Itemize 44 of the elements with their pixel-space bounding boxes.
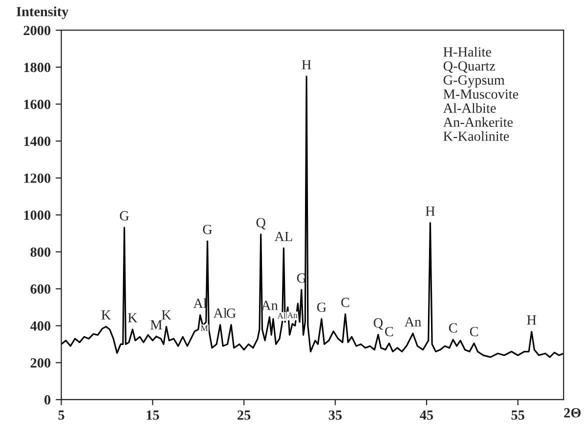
annotation: C bbox=[385, 326, 394, 336]
annotation: G bbox=[317, 302, 326, 312]
annotation: K bbox=[162, 310, 172, 320]
annotation: C bbox=[341, 298, 350, 308]
annotation: G bbox=[120, 211, 129, 220]
y-tick-label: 1800 bbox=[24, 62, 50, 72]
annotation: AL bbox=[274, 232, 292, 242]
x-tick-label: 35 bbox=[328, 410, 342, 420]
annotation: H bbox=[302, 60, 312, 70]
annotation: H-Halite Q-Quartz G-Gypsum M-Muscovite Al-Albite An-Ankerite K-Kaolinite bbox=[443, 46, 518, 141]
annotation: C bbox=[470, 326, 478, 336]
y-tick-label: 1200 bbox=[24, 174, 50, 183]
annotation: Q bbox=[256, 218, 266, 230]
y-tick-label: 1400 bbox=[24, 136, 50, 146]
line-series bbox=[61, 76, 564, 358]
annotation: An bbox=[404, 317, 422, 326]
y-tick-label: 600 bbox=[30, 284, 50, 294]
annotation: An bbox=[287, 312, 298, 318]
annotation: Al bbox=[277, 312, 286, 319]
y-tick-label: 200 bbox=[30, 358, 50, 368]
annotation: Al bbox=[213, 308, 227, 318]
x-tick-label: 55 bbox=[512, 410, 524, 420]
x-tick-label: 45 bbox=[420, 410, 434, 420]
annotation: M bbox=[200, 325, 208, 331]
annotation: Q bbox=[374, 318, 383, 330]
annotation: H bbox=[526, 315, 536, 325]
x-tick-label: 15 bbox=[146, 410, 160, 420]
x-tick-label: 5 bbox=[58, 410, 64, 420]
y-tick-label: 400 bbox=[30, 321, 50, 331]
y-axis-title: Intensity bbox=[16, 6, 68, 20]
annotation: K bbox=[128, 313, 138, 322]
y-tick-label: 1600 bbox=[24, 100, 50, 110]
annotation: H bbox=[426, 206, 435, 216]
x-axis-title: 2Θ bbox=[564, 408, 581, 418]
annotation: K bbox=[101, 310, 111, 320]
y-tick-label: 0 bbox=[44, 395, 50, 405]
annotation: G bbox=[202, 224, 212, 234]
annotation: C bbox=[449, 323, 457, 333]
x-tick-label: 25 bbox=[238, 410, 250, 420]
y-tick-label: 2000 bbox=[24, 26, 50, 36]
annotation: M bbox=[150, 320, 162, 330]
y-tick-label: 800 bbox=[30, 247, 50, 257]
y-tick-label: 1000 bbox=[24, 210, 50, 220]
annotation: G bbox=[226, 308, 236, 318]
